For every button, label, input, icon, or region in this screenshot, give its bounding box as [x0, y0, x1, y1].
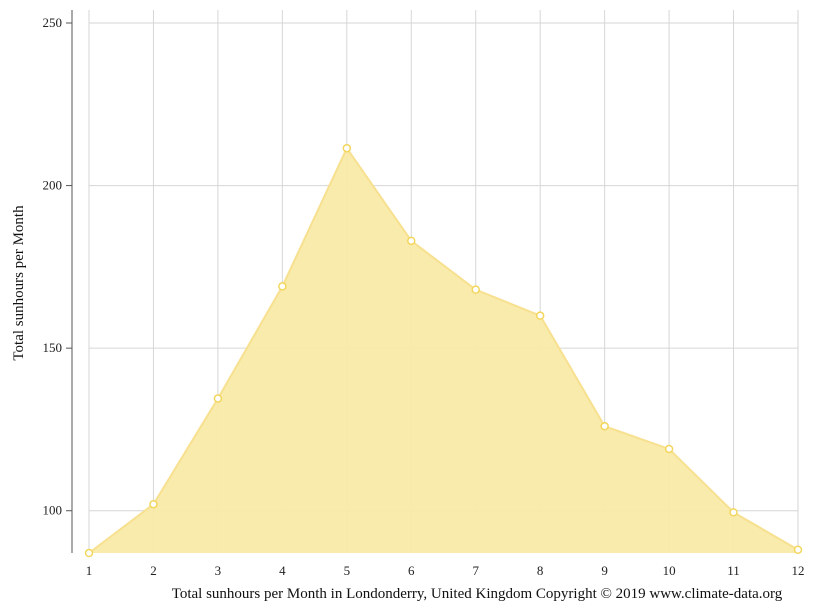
data-point-month-10[interactable]: [664, 444, 674, 454]
data-point-month-9[interactable]: [600, 421, 609, 431]
x-tick-label-1: 1: [86, 563, 93, 578]
x-tick-label-4: 4: [279, 563, 286, 578]
y-tick-label-200: 200: [43, 178, 63, 193]
data-point-month-6[interactable]: [407, 236, 416, 246]
axes: [66, 10, 73, 553]
y-tick-label-100: 100: [43, 503, 63, 518]
x-tick-label-6: 6: [408, 563, 415, 578]
data-point-month-11[interactable]: [729, 508, 738, 517]
x-tick-label-3: 3: [215, 563, 222, 578]
x-axis-title: Total sunhours per Month in Londonderry,…: [172, 586, 783, 602]
y-tick-label-150: 150: [43, 340, 63, 355]
data-point-month-8[interactable]: [535, 311, 545, 320]
y-axis-title: Total sunhours per Month: [11, 205, 27, 361]
x-tick-label-12: 12: [792, 563, 805, 578]
x-tick-label-5: 5: [344, 563, 351, 578]
x-tick-label-2: 2: [150, 563, 157, 578]
data-point-month-3[interactable]: [213, 394, 223, 403]
x-tick-label-10: 10: [663, 563, 676, 578]
x-tick-label-9: 9: [601, 563, 608, 578]
sunhours-area-fill: [89, 148, 798, 553]
data-points: [84, 143, 803, 558]
sunhours-series-line: [88, 146, 799, 554]
y-tick-label-250: 250: [43, 15, 63, 30]
data-point-month-4[interactable]: [278, 282, 287, 291]
data-point-month-1[interactable]: [84, 548, 94, 558]
x-tick-label-8: 8: [537, 563, 544, 578]
area-layer: [88, 146, 799, 554]
data-point-month-7[interactable]: [471, 285, 480, 294]
data-point-month-5[interactable]: [342, 143, 352, 153]
x-tick-label-11: 11: [727, 563, 740, 578]
x-tick-label-7: 7: [472, 563, 479, 578]
data-point-month-12[interactable]: [793, 545, 803, 554]
data-point-month-2[interactable]: [149, 499, 158, 509]
